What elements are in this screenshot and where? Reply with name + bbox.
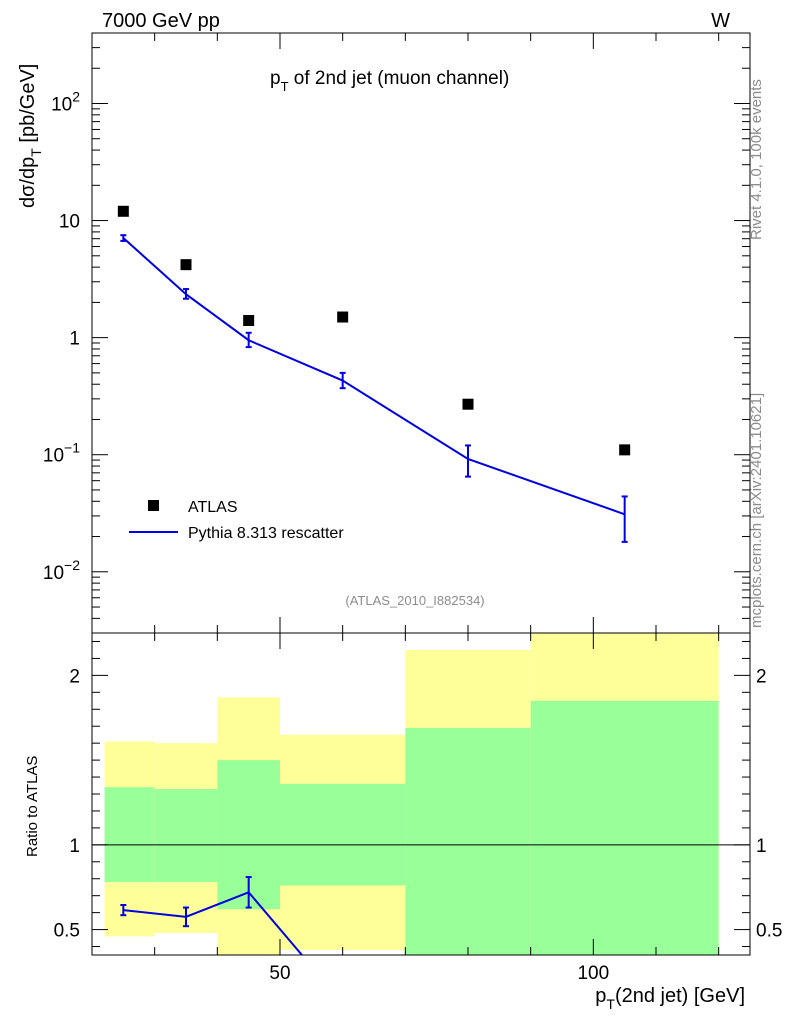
legend-atlas-label: ATLAS <box>188 499 238 516</box>
main-data-layer <box>117 205 631 543</box>
main-y-tick-base-4: 10 <box>51 94 72 115</box>
main-y-axis-label: dσ/dpT [pb/GeV] <box>17 64 44 208</box>
ylabel-rest: [pb/GeV] <box>17 64 39 149</box>
ylabel-sub: T <box>28 148 44 157</box>
main-y-tick-exp-4: 2 <box>72 88 80 104</box>
ratio-green-band-3 <box>280 783 406 886</box>
legend-pythia-label: Pythia 8.313 rescatter <box>188 525 344 542</box>
main-y-tick-label-4: 102 <box>51 88 80 115</box>
xlabel-main: p <box>595 985 606 1007</box>
title-sub: T <box>281 79 289 94</box>
main-y-tick-label-0: 10−2 <box>43 557 80 584</box>
atlas-point-0 <box>117 205 129 217</box>
pythia-line <box>122 237 625 516</box>
main-y-tick-exp-0: −2 <box>64 557 80 573</box>
main-y-tick-label-3: 10 <box>59 212 80 233</box>
header-energy-label: 7000 GeV pp <box>102 10 220 32</box>
ratio-green-band-1 <box>154 788 218 883</box>
ratio-green-band-5 <box>530 700 719 955</box>
ylabel-main: dσ/dp <box>17 157 39 208</box>
rivet-version-label: Rivet 4.1.0, 100k events <box>748 79 765 240</box>
ratio-y-tick-label-right-2: 2 <box>756 666 767 687</box>
ratio-y-tick-label-right-1: 1 <box>756 836 767 857</box>
main-y-tick-exp-1: −1 <box>64 440 80 456</box>
xlabel-sub: T <box>606 996 615 1012</box>
ratio-axes-layer: 50 100 0.5 0.5 1 1 2 2 <box>54 632 782 984</box>
ratio-y-axis-label: Ratio to ATLAS <box>24 756 41 857</box>
main-y-tick-base-1: 10 <box>43 446 64 467</box>
x-axis-label: pT(2nd jet) [GeV] <box>595 985 745 1012</box>
legend-atlas-marker <box>148 500 159 511</box>
ratio-bands-layer <box>104 633 719 955</box>
header-process-label: W <box>711 10 730 32</box>
main-y-tick-base-0: 10 <box>43 563 64 584</box>
atlas-point-1 <box>180 259 192 271</box>
analysis-tag: (ATLAS_2010_I882534) <box>345 593 484 608</box>
ratio-y-tick-label-left-2: 2 <box>69 666 80 687</box>
legend: ATLAS Pythia 8.313 rescatter <box>129 499 344 542</box>
title-rest: of 2nd jet (muon channel) <box>289 68 510 89</box>
atlas-point-3 <box>337 311 349 323</box>
ratio-y-tick-label-left-0.5: 0.5 <box>54 921 80 942</box>
ratio-pythia-line <box>123 891 303 956</box>
atlas-point-5 <box>619 444 631 456</box>
ratio-y-tick-label-left-1: 1 <box>69 836 80 857</box>
xlabel-rest: (2nd jet) [GeV] <box>615 985 745 1007</box>
ratio-y-tick-label-right-0.5: 0.5 <box>756 921 782 942</box>
x-tick-label-50: 50 <box>269 963 290 984</box>
plot-title: pT of 2nd jet (muon channel) <box>270 68 509 94</box>
x-tick-label-100: 100 <box>577 963 609 984</box>
ratio-green-band-0 <box>104 787 155 883</box>
main-y-tick-label-1: 10−1 <box>43 440 80 467</box>
atlas-point-2 <box>243 315 255 327</box>
main-y-tick-label-2: 1 <box>69 329 80 350</box>
main-plot-frame <box>91 32 751 634</box>
ratio-data-layer <box>120 876 303 956</box>
title-main: p <box>270 68 281 89</box>
atlas-point-4 <box>462 398 474 410</box>
ratio-green-band-4 <box>405 727 531 955</box>
mcplots-source-label: mcplots.cern.ch [arXiv:2401.10621] <box>748 393 765 628</box>
